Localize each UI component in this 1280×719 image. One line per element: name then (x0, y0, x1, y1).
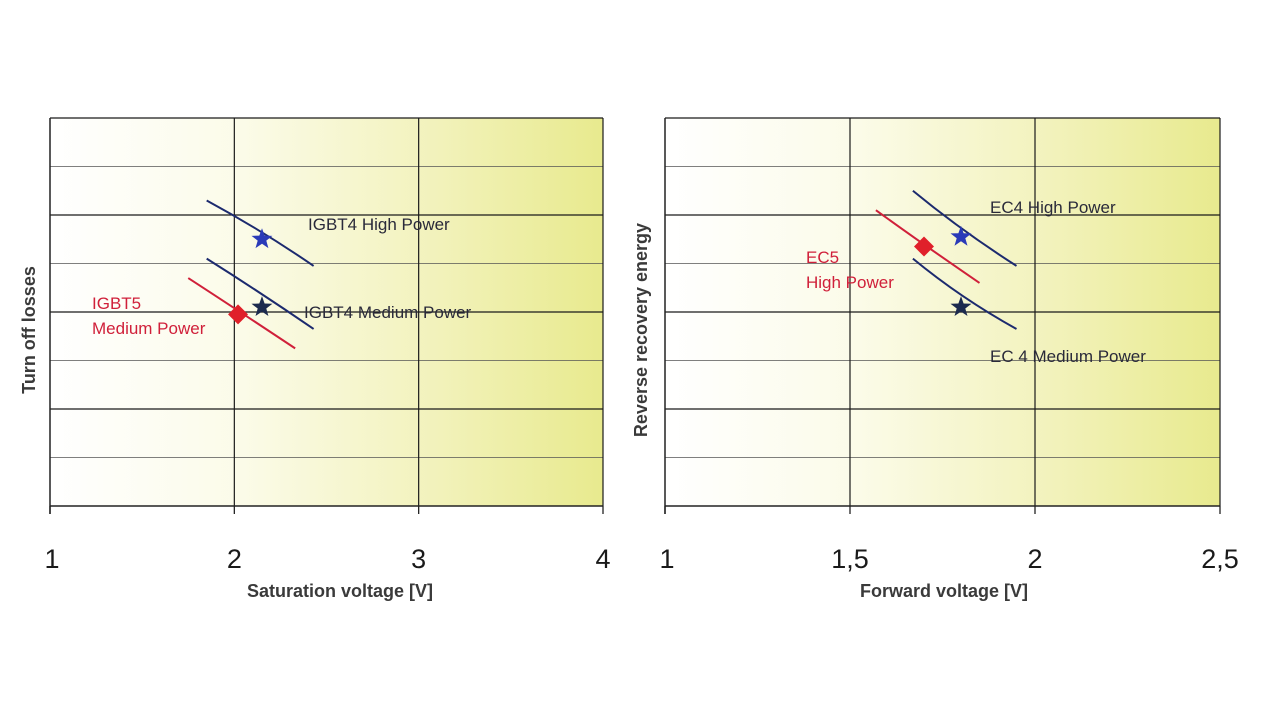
series-curve (912, 189, 1018, 267)
annotation-ec4-medium-power: EC 4 Medium Power (990, 347, 1146, 366)
grid-lines (665, 117, 1221, 506)
x-tick-label: 1 (659, 544, 674, 574)
x-tick-label: 1,5 (831, 544, 869, 574)
x-tick-label: 4 (595, 544, 610, 574)
series-curve (912, 257, 1017, 330)
x-tick-labels: 1 1,5 2 2,5 (659, 544, 1238, 574)
x-tick-label: 2 (227, 544, 242, 574)
annotation-igbt5-line1: IGBT5 (92, 294, 141, 313)
annotation-igbt4-medium-power: IGBT4 Medium Power (304, 303, 472, 322)
annotation-ec5-line2: High Power (806, 273, 894, 292)
x-axis-label: Forward voltage [V] (860, 581, 1028, 601)
axes (49, 118, 604, 514)
x-axis-label: Saturation voltage [V] (247, 581, 433, 601)
marker-layer (914, 225, 972, 316)
star-marker (251, 296, 273, 316)
diamond-marker (914, 236, 934, 257)
star-marker (251, 228, 273, 249)
x-tick-label: 2,5 (1201, 544, 1239, 574)
annotation-ec5-line1: EC5 (806, 248, 839, 267)
grid-lines (50, 117, 604, 506)
diamond-marker (228, 304, 249, 325)
star-marker (950, 225, 972, 246)
y-axis-label: Turn off losses (19, 266, 39, 394)
star-marker (950, 296, 972, 316)
series-curve (206, 257, 315, 330)
x-tick-label: 2 (1027, 544, 1042, 574)
x-tick-label: 3 (411, 544, 426, 574)
x-tick-labels: 1 2 3 4 (44, 544, 610, 574)
annotation-ec4-high-power: EC4 High Power (990, 198, 1116, 217)
marker-layer (228, 228, 273, 325)
turn-off-losses-chart: 1 2 3 4 Saturation voltage [V] Turn off los… (19, 117, 611, 601)
axes (664, 118, 1221, 514)
y-axis-label: Reverse recovery energy (631, 223, 651, 437)
reverse-recovery-energy-chart: 1 1,5 2 2,5 Forward voltage [V] Reverse rec… (631, 117, 1239, 601)
x-tick-label: 1 (44, 544, 59, 574)
annotation-igbt5-line2: Medium Power (92, 319, 206, 338)
annotation-igbt4-high-power: IGBT4 High Power (308, 215, 450, 234)
